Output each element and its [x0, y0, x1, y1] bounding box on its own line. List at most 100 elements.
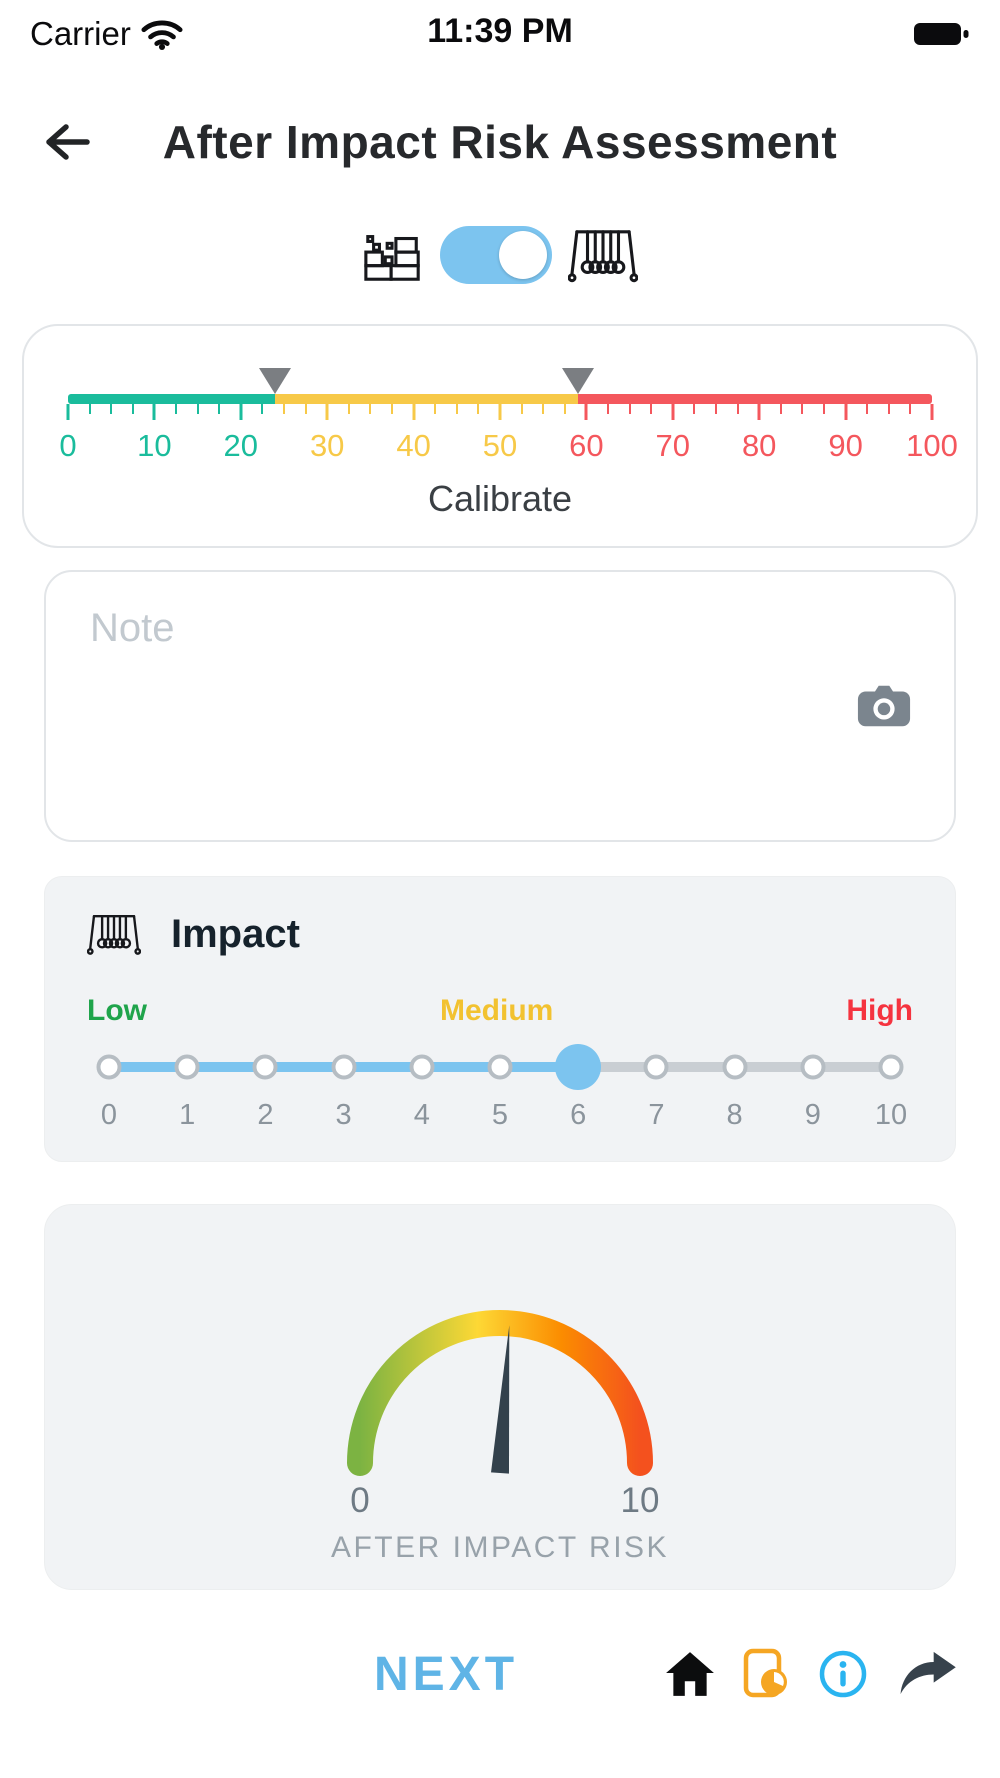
- ruler-tick: [715, 404, 717, 414]
- ruler-tick-label: 70: [655, 428, 691, 463]
- ruler-tick: [304, 404, 307, 414]
- ruler-tick: [325, 404, 329, 420]
- slider-dot-10[interactable]: [878, 1054, 904, 1080]
- ruler-tick: [930, 404, 934, 420]
- impact-card: Impact Low Medium High 0 1 2 3 4 5 6 7 8 9 10: [44, 876, 956, 1162]
- ruler-tick: [218, 404, 221, 414]
- slider-dot-5[interactable]: [487, 1054, 513, 1080]
- calibrate-card: 0 10 20 30 40 50 60 70 80 90 100 Calibrate: [22, 324, 978, 548]
- slider-dot-8[interactable]: [722, 1054, 748, 1080]
- camera-icon[interactable]: [856, 684, 912, 729]
- impact-scale-label: 9: [804, 1099, 821, 1131]
- ruler-tick-label: 30: [309, 428, 345, 463]
- note-input[interactable]: [46, 572, 954, 840]
- slider-dot-3[interactable]: [331, 1054, 357, 1080]
- impact-scale-label: 10: [874, 1099, 908, 1131]
- gauge-max-label: 10: [620, 1481, 660, 1520]
- note-card: [44, 570, 956, 842]
- ruler-tick: [628, 404, 631, 414]
- ruler-tick: [736, 404, 739, 414]
- gauge-needle: [491, 1325, 510, 1474]
- impact-slider[interactable]: [96, 1043, 904, 1091]
- damaged-wall-icon: [364, 235, 420, 281]
- next-button[interactable]: NEXT: [374, 1647, 519, 1701]
- risk-gauge: 0 10: [200, 1233, 800, 1529]
- ruler-segment: [275, 394, 578, 404]
- calibrate-ruler[interactable]: 0 10 20 30 40 50 60 70 80 90 100: [59, 366, 958, 470]
- ruler-tick: [391, 404, 393, 414]
- impact-level-high: High: [846, 994, 913, 1027]
- ruler-tick: [88, 404, 91, 414]
- ruler-tick: [283, 404, 285, 414]
- info-icon[interactable]: [818, 1649, 868, 1699]
- ruler-marker[interactable]: [561, 368, 594, 394]
- ruler-tick: [175, 404, 177, 414]
- gauge-caption: AFTER IMPACT RISK: [330, 1531, 670, 1564]
- ruler-tick: [563, 404, 566, 414]
- slider-dot-4[interactable]: [409, 1054, 435, 1080]
- ruler-tick: [823, 404, 825, 414]
- ruler-bar: [68, 394, 932, 404]
- impact-scale-label: 7: [648, 1099, 665, 1131]
- slider-dot-1[interactable]: [174, 1054, 200, 1080]
- impact-scale-label: 0: [100, 1099, 118, 1131]
- ruler-tick: [542, 404, 545, 414]
- ruler-tick: [498, 404, 502, 420]
- impact-scale-label: 6: [570, 1099, 587, 1131]
- ruler-tick-label: 40: [396, 428, 431, 463]
- calibrate-label: Calibrate: [427, 478, 573, 519]
- mode-toggle-row: [0, 224, 1000, 286]
- ruler-tick-label: 90: [828, 428, 863, 463]
- ruler-tick: [131, 404, 134, 414]
- ruler-tick: [909, 404, 912, 414]
- newton-cradle-icon: [568, 230, 638, 283]
- ruler-tick-label: 80: [741, 428, 777, 463]
- back-arrow-icon: [46, 124, 90, 160]
- ruler-tick-label: 60: [569, 428, 604, 463]
- ruler-tick: [412, 404, 416, 420]
- slider-dot-6[interactable]: [555, 1044, 602, 1090]
- gauge-card: 0 10 AFTER IMPACT RISK: [44, 1204, 956, 1590]
- ruler-tick-label: 50: [482, 428, 518, 463]
- ruler-tick: [693, 404, 696, 414]
- home-icon[interactable]: [664, 1650, 716, 1698]
- ruler-tick: [520, 404, 523, 414]
- footer-icons: [664, 1648, 958, 1700]
- mode-toggle-switch[interactable]: [440, 226, 552, 284]
- ruler-tick: [261, 404, 264, 414]
- ruler-tick: [239, 404, 243, 420]
- ruler-tick: [844, 404, 848, 420]
- ruler-marker[interactable]: [259, 368, 292, 394]
- ruler-tick: [66, 404, 70, 420]
- report-icon[interactable]: [742, 1648, 792, 1700]
- share-icon[interactable]: [894, 1650, 958, 1698]
- slider-dot-2[interactable]: [252, 1054, 278, 1080]
- impact-scale-labels: 0 1 2 3 4 5 6 7 8 9 10: [101, 1099, 907, 1135]
- carrier-label: Carrier: [30, 15, 131, 52]
- impact-scale-label: 1: [179, 1099, 196, 1131]
- ruler-tick: [757, 404, 761, 420]
- battery-icon: [914, 23, 969, 45]
- back-button[interactable]: [42, 121, 114, 163]
- clock: 11:39 PM: [427, 12, 573, 50]
- impact-scale-label: 4: [413, 1099, 430, 1131]
- slider-dot-0[interactable]: [96, 1054, 122, 1080]
- newton-cradle-icon: [87, 915, 141, 955]
- ruler-tick: [650, 404, 653, 414]
- gauge-svg: [347, 1310, 653, 1476]
- page-title: After Impact Risk Assessment: [162, 116, 838, 168]
- impact-levels: Low Medium High: [87, 993, 913, 1029]
- ruler-tick: [584, 404, 588, 420]
- ruler-tick-label: 100: [906, 428, 958, 463]
- impact-header: Impact: [87, 911, 913, 957]
- impact-scale-label: 3: [335, 1099, 352, 1131]
- ruler-ticks: [66, 404, 934, 422]
- slider-dot-9[interactable]: [800, 1054, 826, 1080]
- ruler-tick-label: 10: [137, 428, 172, 463]
- ruler-tick: [152, 404, 156, 420]
- ruler-tick: [347, 404, 350, 414]
- nav-header: After Impact Risk Assessment: [0, 114, 1000, 170]
- gauge-min-label: 0: [350, 1481, 370, 1520]
- slider-dot-7[interactable]: [643, 1054, 669, 1080]
